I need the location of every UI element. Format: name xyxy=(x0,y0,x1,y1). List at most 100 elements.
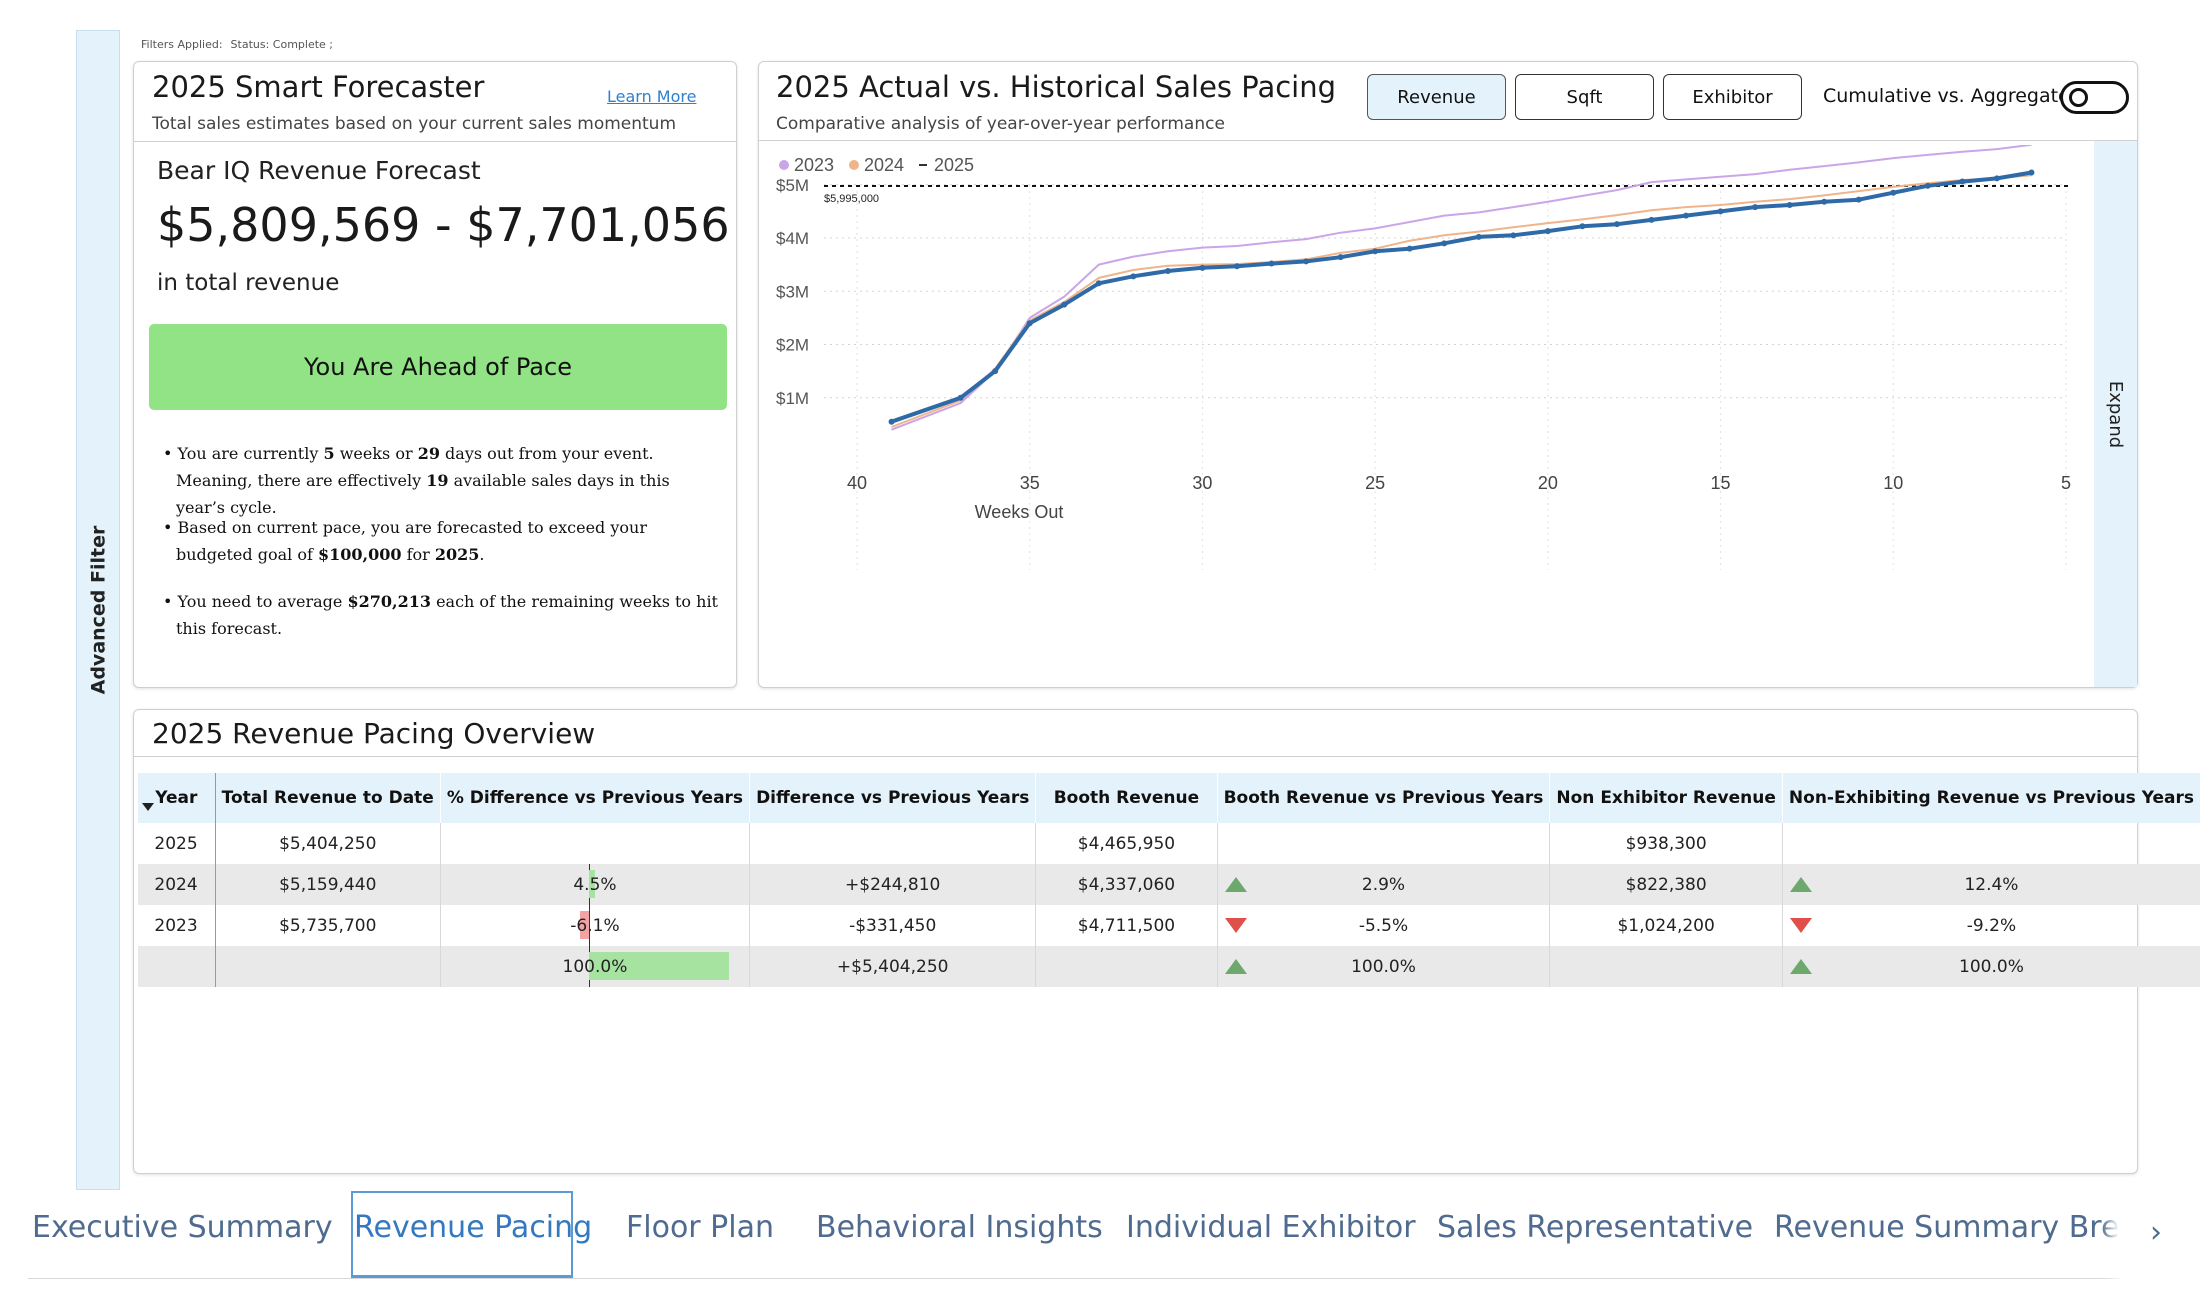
column-header-pct-difference[interactable]: % Difference vs Previous Years xyxy=(439,773,750,823)
chevron-right-icon[interactable]: › xyxy=(2150,1215,2162,1250)
advanced-filter-toggle[interactable]: Advanced Filter xyxy=(76,30,120,1190)
cumulative-toggle-label: Cumulative vs. Aggregate xyxy=(1823,85,2070,107)
legend-label: 2023 xyxy=(794,155,834,175)
cell-booth-vs-previous: -5.5% xyxy=(1216,905,1550,946)
learn-more-link[interactable]: Learn More xyxy=(607,87,697,106)
series-point-2025 xyxy=(1544,228,1551,235)
x-tick-label: 35 xyxy=(1020,473,1040,493)
series-point-2025 xyxy=(1993,175,2000,182)
x-tick-label: 5 xyxy=(2061,473,2071,493)
filters-applied: Filters Applied: Status: Complete ; xyxy=(141,38,333,51)
advanced-filter-label: Advanced Filter xyxy=(87,525,109,695)
column-header-booth-revenue[interactable]: Booth Revenue xyxy=(1035,773,1218,823)
active-tab-indicator xyxy=(351,1191,573,1278)
advanced-filter-panel[interactable] xyxy=(76,30,120,1190)
series-point-2025 xyxy=(888,418,895,425)
tab-revenue-pacing[interactable]: Revenue Pacing xyxy=(354,1210,593,1245)
sales-pacing-chart: $1M $2M $3M $4M $5M 40 35 30 25 20 15 10 5 Weeks Out $… xyxy=(776,145,2071,570)
cell-total-revenue: $5,159,440 xyxy=(215,864,441,905)
column-header-total-revenue[interactable]: Total Revenue to Date xyxy=(214,773,441,823)
cell-non-exhibiting-vs-previous: -9.2% xyxy=(1781,905,2200,946)
column-header-difference[interactable]: Difference vs Previous Years xyxy=(749,773,1036,823)
x-tick-label: 25 xyxy=(1365,473,1385,493)
cell-year: 2024 xyxy=(137,864,216,905)
forecast-bullet-weeks: • You are currently 5 weeks or 29 days o… xyxy=(163,444,670,517)
booth-vs-value: -5.5% xyxy=(1358,915,1409,936)
cell-booth-vs-previous: 2.9% xyxy=(1216,864,1550,905)
cell-booth-vs-previous xyxy=(1216,823,1550,864)
goal-year-value: 2025 xyxy=(434,545,480,564)
cell-total-revenue: $5,404,250 xyxy=(279,833,377,854)
legend-label: 2024 xyxy=(864,155,904,175)
series-point-2025 xyxy=(1026,320,1033,327)
exhibitor-button[interactable]: Exhibitor xyxy=(1663,74,1802,120)
tab-individual-exhibitor[interactable]: Individual Exhibitor xyxy=(1126,1210,1416,1245)
bar-axis xyxy=(588,905,590,946)
table-row[interactable]: 2024 $5,159,440 4.5% +$244,810 $4,337,06… xyxy=(137,864,2200,905)
legend-marker xyxy=(849,160,859,170)
y-tick-label: $4M xyxy=(776,229,809,248)
column-header-booth-vs-previous[interactable]: Booth Revenue vs Previous Years xyxy=(1216,773,1550,823)
tab-executive-summary[interactable]: Executive Summary xyxy=(32,1210,333,1245)
series-point-2025 xyxy=(1233,263,1240,270)
sqft-button[interactable]: Sqft xyxy=(1515,74,1654,120)
column-header-non-exhibiting-vs-previous[interactable]: Non-Exhibiting Revenue vs Previous Years xyxy=(1781,773,2200,823)
bullet-text: each of the remaining weeks to hit this … xyxy=(176,592,718,638)
budget-goal-value: $100,000 xyxy=(317,545,402,564)
series-point-2025 xyxy=(1890,189,1897,196)
forecaster-title: 2025 Smart Forecaster xyxy=(152,70,485,104)
tab-behavioral-insights[interactable]: Behavioral Insights xyxy=(816,1210,1103,1245)
booth-vs-value: 2.9% xyxy=(1361,874,1406,895)
x-tick-label: 10 xyxy=(1883,473,1903,493)
revenue-button[interactable]: Revenue xyxy=(1367,74,1506,120)
series-point-2025 xyxy=(1061,301,1068,308)
bullet-text: . xyxy=(479,545,485,564)
pacing-title: 2025 Actual vs. Historical Sales Pacing xyxy=(776,70,1337,104)
cell-difference xyxy=(749,823,1036,864)
non-ex-vs-value: 12.4% xyxy=(1964,874,2019,895)
tab-revenue-summary-breakdown[interactable]: Revenue Summary Breakd xyxy=(1774,1210,2120,1245)
x-tick-label: 15 xyxy=(1711,473,1731,493)
forecast-caption: in total revenue xyxy=(157,270,340,296)
tab-scroll-area xyxy=(2120,1192,2200,1282)
tab-sales-representative[interactable]: Sales Representative xyxy=(1437,1210,1754,1245)
pacing-header-divider xyxy=(759,140,2137,141)
cell-pct-difference: -6.1% xyxy=(439,905,750,946)
series-line-2024 xyxy=(891,174,2032,428)
legend-label: 2025 xyxy=(934,155,974,175)
tab-floor-plan[interactable]: Floor Plan xyxy=(626,1210,774,1245)
cell-booth-revenue xyxy=(1035,946,1218,987)
y-tick-label: $3M xyxy=(776,282,809,301)
table-header-row: Year Total Revenue to Date % Difference … xyxy=(137,773,2200,823)
column-header-non-exhibitor-revenue[interactable]: Non Exhibitor Revenue xyxy=(1549,773,1783,823)
series-point-2025 xyxy=(1683,212,1690,219)
series-point-2025 xyxy=(1199,264,1206,271)
trend-down-icon xyxy=(1789,918,1812,933)
cell-pct-difference: 100.0% xyxy=(439,946,750,987)
cell-non-exhibitor-revenue: $938,300 xyxy=(1549,823,1783,864)
bullet-text: You need to average xyxy=(177,592,348,611)
pct-difference-bar xyxy=(588,870,596,898)
expand-panel[interactable] xyxy=(2094,141,2137,687)
expand-label: Expand xyxy=(2105,380,2127,448)
legend-marker xyxy=(779,160,789,170)
column-header-year[interactable]: Year xyxy=(137,773,216,823)
series-point-2025 xyxy=(1579,223,1586,230)
pct-difference-bar xyxy=(588,952,729,980)
cell-total-revenue xyxy=(215,946,441,987)
table-total-row[interactable]: 100.0% +$5,404,250 100.0% 100.0% xyxy=(137,946,2200,987)
expand-button[interactable]: Expand xyxy=(2094,141,2137,687)
series-point-2025 xyxy=(1164,268,1171,275)
series-point-2025 xyxy=(1924,182,1931,189)
bullet-text: Based on current pace, you are forecaste… xyxy=(176,518,647,564)
forecaster-header xyxy=(134,62,736,142)
series-point-2025 xyxy=(1268,260,1275,267)
x-axis-label: Weeks Out xyxy=(975,502,1064,522)
series-point-2025 xyxy=(1406,245,1413,252)
table-row[interactable]: 2025 $5,404,250 $4,465,950 $938,300 xyxy=(137,823,2200,864)
cell-year xyxy=(137,946,216,987)
sort-descending-icon[interactable] xyxy=(142,803,154,811)
table-row[interactable]: 2023 $5,735,700 -6.1% -$331,450 $4,711,5… xyxy=(137,905,2200,946)
cell-booth-revenue: $4,711,500 xyxy=(1035,905,1218,946)
booth-vs-value: 100.0% xyxy=(1351,956,1416,977)
